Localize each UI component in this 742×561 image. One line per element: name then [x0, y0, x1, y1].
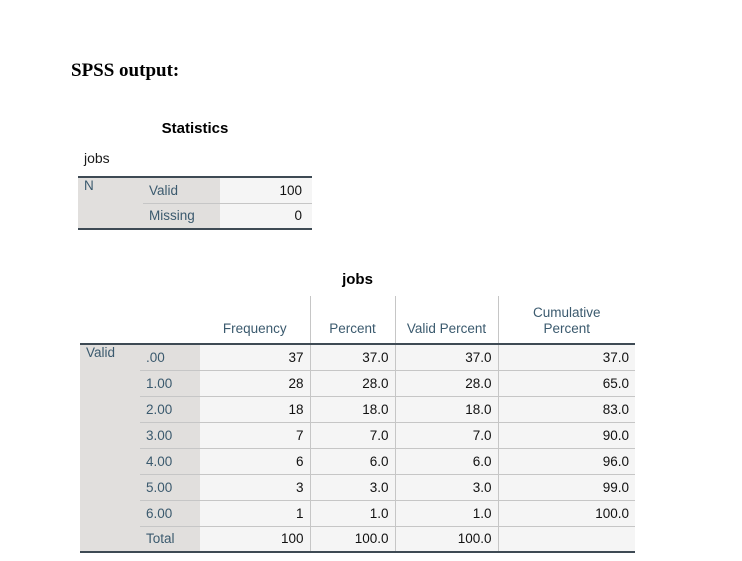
freq-cell-cumulative-percent: 37.0	[497, 344, 635, 370]
stats-row-group-label: N	[78, 177, 143, 229]
freq-cell-percent: 28.0	[309, 369, 395, 396]
freq-cell-valid-percent: 18.0	[394, 395, 498, 422]
freq-cell-frequency: 18	[200, 395, 310, 422]
freq-cell-percent: 18.0	[309, 395, 395, 422]
table-row: 3.00 7 7.0 7.0 90.0	[80, 421, 635, 448]
table-row: Valid .00 37 37.0 37.0 37.0	[80, 344, 635, 552]
statistics-table-caption: jobs	[84, 150, 110, 166]
freq-row-label: 2.00	[140, 395, 200, 422]
frequency-table-body: Valid .00 37 37.0 37.0 37.0 1.00 28 28.0 28.0 65.0…	[80, 344, 635, 552]
frequency-table-title: jobs	[342, 271, 373, 288]
freq-cell-cumulative-percent: 100.0	[497, 499, 635, 526]
column-header-valid-percent: Valid Percent	[394, 296, 498, 345]
header-spacer	[80, 296, 200, 345]
stats-row-value: 100	[220, 177, 312, 204]
column-header-percent: Percent	[309, 296, 395, 345]
freq-row-group-label: Valid	[80, 344, 140, 552]
frequency-table-header-row: Frequency Percent Valid Percent Cumulati…	[80, 296, 635, 345]
freq-cell-frequency: 1	[200, 499, 310, 526]
statistics-table-title: Statistics	[161, 120, 229, 137]
freq-cell-cumulative-percent: 83.0	[497, 395, 635, 422]
freq-cell-percent: 37.0	[309, 344, 395, 370]
freq-row-label: 1.00	[140, 369, 200, 396]
freq-cell-frequency: 3	[200, 473, 310, 500]
page-heading: SPSS output:	[71, 60, 180, 81]
freq-cell-valid-percent: 1.0	[394, 499, 498, 526]
freq-row-label: 4.00	[140, 447, 200, 474]
freq-cell-cumulative-percent: 99.0	[497, 473, 635, 500]
table-row: Total 100 100.0 100.0	[80, 525, 635, 552]
freq-cell-cumulative-percent: 90.0	[497, 421, 635, 448]
freq-cell-percent: 3.0	[309, 473, 395, 500]
freq-cell-percent: 1.0	[309, 499, 395, 526]
freq-cell-cumulative-percent	[497, 525, 635, 552]
freq-cell-cumulative-percent: 96.0	[497, 447, 635, 474]
freq-row-label: 5.00	[140, 473, 200, 500]
frequency-table: Frequency Percent Valid Percent Cumulati…	[80, 296, 635, 553]
table-row: 4.00 6 6.0 6.0 96.0	[80, 447, 635, 474]
freq-cell-valid-percent: 100.0	[394, 525, 498, 552]
freq-cell-frequency: 100	[200, 525, 310, 552]
freq-row-label: .00	[140, 344, 200, 370]
freq-cell-cumulative-percent: 65.0	[497, 369, 635, 396]
freq-cell-valid-percent: 7.0	[394, 421, 498, 448]
table-row: 1.00 28 28.0 28.0 65.0	[80, 369, 635, 396]
freq-cell-valid-percent: 37.0	[394, 344, 498, 370]
column-header-cumulative-percent: Cumulative Percent	[497, 296, 635, 345]
freq-cell-valid-percent: 3.0	[394, 473, 498, 500]
freq-cell-percent: 7.0	[309, 421, 395, 448]
table-row: Missing 0	[78, 203, 312, 229]
freq-row-label: Total	[140, 525, 200, 552]
table-row: 6.00 1 1.0 1.0 100.0	[80, 499, 635, 526]
table-row: 2.00 18 18.0 18.0 83.0	[80, 395, 635, 422]
freq-cell-valid-percent: 6.0	[394, 447, 498, 474]
stats-row-label: Missing	[143, 203, 220, 229]
freq-row-label: 6.00	[140, 499, 200, 526]
freq-row-label: 3.00	[140, 421, 200, 448]
freq-cell-frequency: 28	[200, 369, 310, 396]
statistics-table: N Valid 100 Missing 0	[78, 176, 312, 230]
table-row: 5.00 3 3.0 3.0 99.0	[80, 473, 635, 500]
freq-cell-frequency: 7	[200, 421, 310, 448]
freq-cell-percent: 100.0	[309, 525, 395, 552]
table-row: N Valid 100	[78, 177, 312, 229]
stats-row-value: 0	[220, 203, 312, 229]
freq-cell-frequency: 6	[200, 447, 310, 474]
freq-cell-frequency: 37	[200, 344, 310, 370]
freq-cell-percent: 6.0	[309, 447, 395, 474]
stats-row-label: Valid	[143, 177, 220, 204]
column-header-frequency: Frequency	[200, 296, 310, 345]
freq-cell-valid-percent: 28.0	[394, 369, 498, 396]
